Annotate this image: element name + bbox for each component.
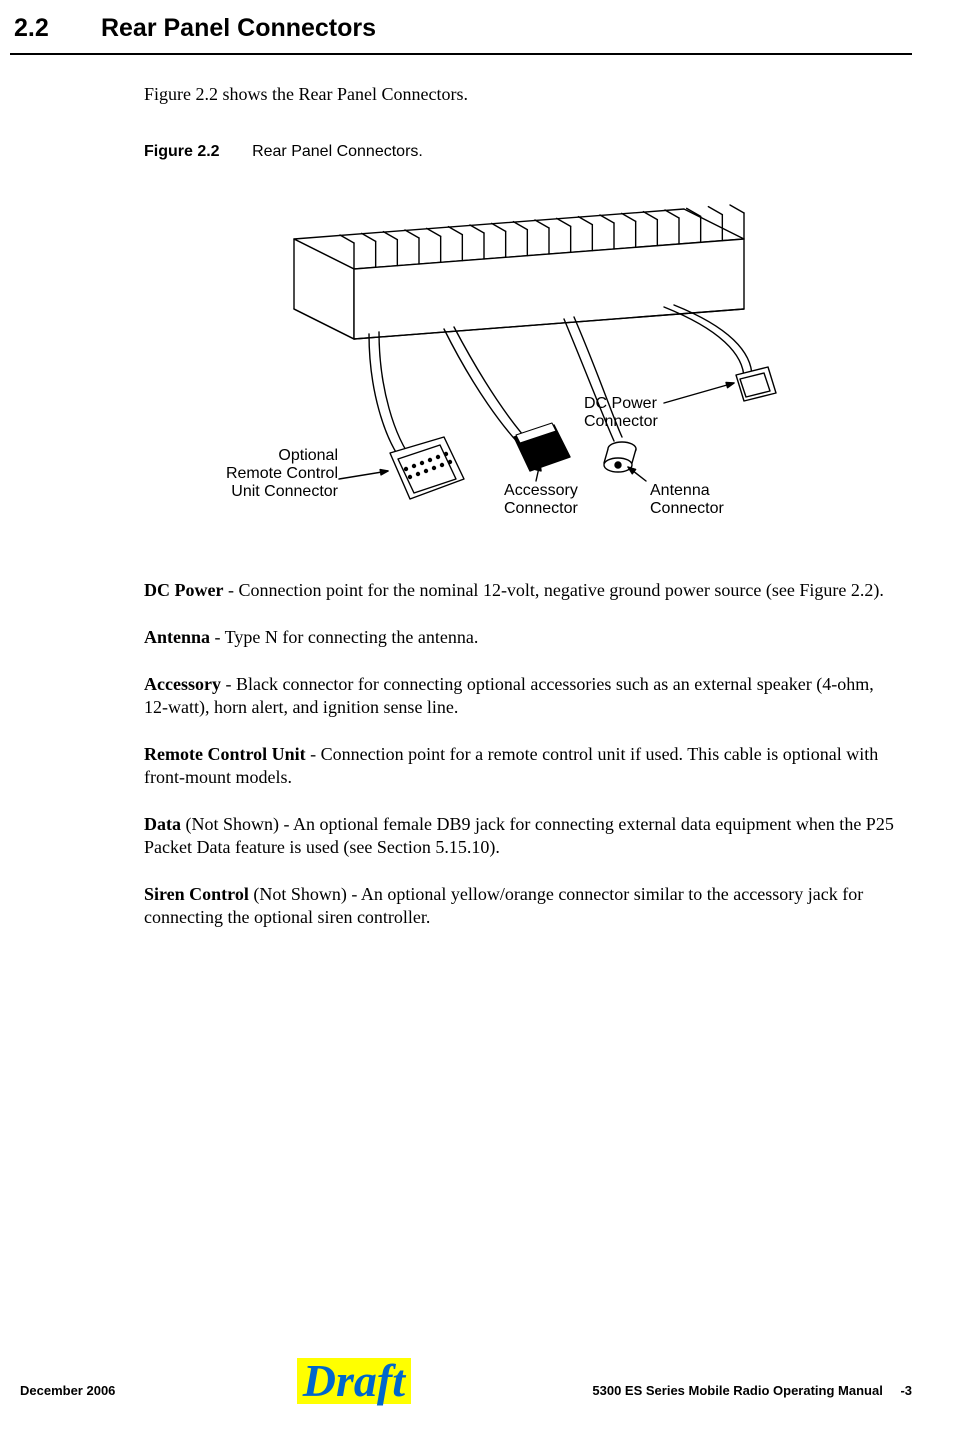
definition-term: Remote Control Unit [144, 744, 306, 764]
definition-item: Siren Control (Not Shown) - An optional … [144, 883, 902, 929]
definition-item: Data (Not Shown) - An optional female DB… [144, 813, 902, 859]
figure-title: Rear Panel Connectors. [252, 143, 423, 160]
callout-antenna-text: AntennaConnector [650, 482, 724, 517]
section-title: Rear Panel Connectors [101, 14, 376, 42]
page-footer: December 2006 Draft 5300 ES Series Mobil… [0, 1352, 976, 1398]
definition-note: (Not Shown) [181, 814, 279, 834]
callout-antenna: AntennaConnector [650, 482, 724, 518]
page: 2.2 Rear Panel Connectors Figure 2.2 sho… [0, 0, 976, 1434]
definition-term: Siren Control [144, 884, 249, 904]
callout-remote-text: OptionalRemote ControlUnit Connector [226, 447, 338, 500]
definition-item: Antenna - Type N for connecting the ante… [144, 626, 902, 649]
definition-term: Data [144, 814, 181, 834]
footer-date: December 2006 [20, 1383, 115, 1398]
body-block: Figure 2.2 shows the Rear Panel Connecto… [144, 83, 902, 929]
definition-term: Antenna [144, 627, 210, 647]
definition-note: (Not Shown) [249, 884, 347, 904]
definition-item: DC Power - Connection point for the nomi… [144, 579, 902, 602]
footer-manual-title: 5300 ES Series Mobile Radio Operating Ma… [592, 1383, 882, 1398]
definitions-block: DC Power - Connection point for the nomi… [144, 579, 902, 929]
definition-term: Accessory [144, 674, 221, 694]
section-number: 2.2 [14, 14, 94, 43]
definition-item: Accessory - Black connector for connecti… [144, 673, 902, 719]
figure-caption: Figure 2.2 Rear Panel Connectors. [144, 140, 902, 161]
figure-label: Figure 2.2 [144, 143, 220, 160]
figure-area: OptionalRemote ControlUnit Connector Acc… [144, 179, 904, 549]
definition-text: - Connection point for the nominal 12-vo… [223, 580, 883, 600]
definition-text: - Type N for connecting the antenna. [210, 627, 478, 647]
definition-term: DC Power [144, 580, 223, 600]
callout-dc-power-text: DC PowerConnector [584, 395, 658, 430]
footer-page-number: -3 [900, 1383, 912, 1398]
definition-item: Remote Control Unit - Connection point f… [144, 743, 902, 789]
intro-text: Figure 2.2 shows the Rear Panel Connecto… [144, 83, 902, 106]
callout-accessory-text: AccessoryConnector [504, 482, 578, 517]
callout-dc-power: DC PowerConnector [584, 395, 658, 431]
section-heading: 2.2 Rear Panel Connectors [10, 0, 912, 55]
footer-right: 5300 ES Series Mobile Radio Operating Ma… [592, 1383, 912, 1398]
callout-accessory: AccessoryConnector [504, 482, 578, 518]
definition-text: - Black connector for connecting optiona… [144, 674, 874, 717]
draft-watermark: Draft [297, 1358, 411, 1404]
callout-remote-control: OptionalRemote ControlUnit Connector [188, 447, 338, 501]
